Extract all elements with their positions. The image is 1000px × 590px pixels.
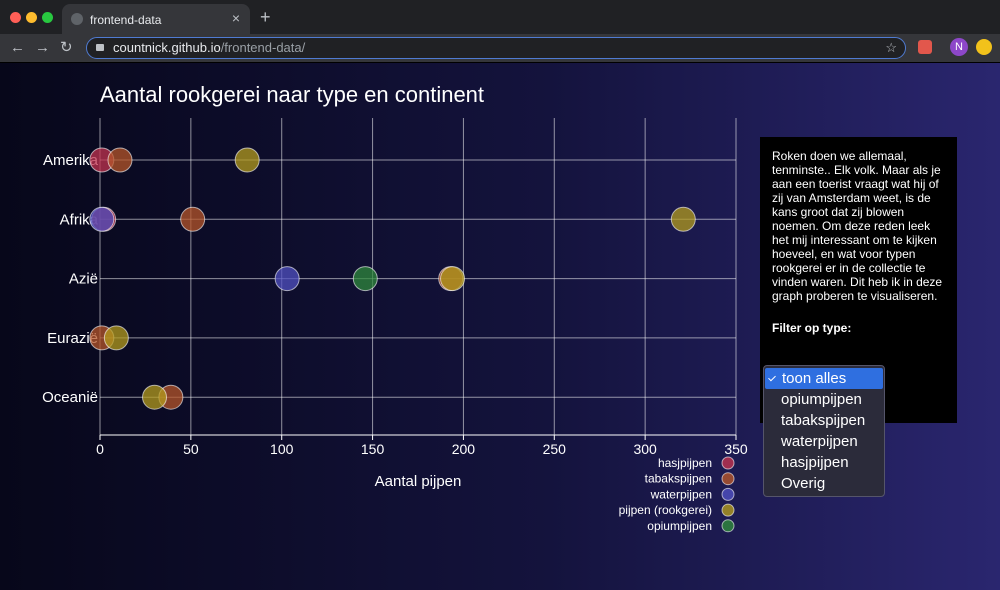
data-point [440, 266, 466, 292]
tab-icon [71, 13, 83, 25]
browser-tab[interactable]: frontend-data × [62, 4, 250, 34]
y-tick-label: Amerika [43, 152, 99, 169]
y-tick-label: Azië [69, 271, 98, 288]
data-point [274, 266, 300, 292]
legend-label: pijpen (rookgerei) [619, 503, 712, 517]
x-tick-label: 100 [270, 441, 294, 457]
minimize-window[interactable] [26, 12, 37, 23]
extension-icon[interactable] [976, 39, 992, 55]
chart: Aantal rookgerei naar type en continent … [42, 82, 748, 533]
nav-buttons[interactable]: ←→↻ [10, 39, 83, 56]
data-point [142, 384, 168, 410]
tab-close[interactable]: × [231, 10, 240, 26]
close-window[interactable] [10, 12, 21, 23]
bookmark-star[interactable]: ☆ [885, 40, 897, 55]
legend-swatch [721, 456, 735, 470]
x-tick-label: 350 [724, 441, 748, 457]
data-point [89, 206, 115, 232]
filter-label: Filter op type: [772, 321, 852, 335]
legend-label: hasjpijpen [658, 456, 712, 470]
extension-icon[interactable] [918, 40, 932, 54]
dropdown-option[interactable]: hasjpijpen [781, 454, 849, 471]
legend-label: opiumpijpen [647, 519, 712, 533]
data-point [180, 206, 206, 232]
x-tick-label: 50 [183, 441, 199, 457]
dropdown-option[interactable]: Overig [781, 475, 826, 492]
y-tick-label: Oceanië [42, 389, 98, 406]
legend-label: waterpijpen [650, 487, 712, 501]
intro-text: Roken doen we allemaal, tenminste.. Elk … [772, 149, 943, 303]
dropdown-option[interactable]: opiumpijpen [781, 391, 862, 408]
maximize-window[interactable] [42, 12, 53, 23]
data-point [352, 266, 378, 292]
data-point [103, 325, 129, 351]
dropdown-option[interactable]: toon alles [765, 368, 883, 389]
legend-label: tabakspijpen [645, 472, 712, 486]
dropdown-option[interactable]: waterpijpen [781, 433, 858, 450]
lock-icon [96, 44, 104, 51]
x-tick-label: 150 [361, 441, 385, 457]
tab-title: frontend-data [90, 13, 162, 27]
legend-swatch [721, 503, 735, 517]
dropdown-option[interactable]: tabakspijpen [781, 412, 866, 429]
x-tick-label: 300 [633, 441, 657, 457]
legend-swatch [721, 519, 735, 533]
x-axis-label: Aantal pijpen [375, 473, 462, 490]
address-bar: ←→↻ countnick.github.io/frontend-data/☆ … [0, 34, 1000, 63]
data-point [234, 147, 260, 173]
data-point [670, 206, 696, 232]
x-tick-label: 0 [96, 441, 104, 457]
url-field[interactable]: countnick.github.io/frontend-data/ ☆ [86, 37, 906, 59]
data-point [107, 147, 133, 173]
y-tick-label: Afrika [60, 211, 99, 228]
profile-avatar[interactable]: N [950, 38, 968, 56]
url-host: countnick.github.io [113, 40, 221, 55]
x-tick-label: 250 [543, 441, 567, 457]
chart-title: Aantal rookgerei naar type en continent [100, 82, 484, 107]
new-tab[interactable]: + [260, 7, 271, 27]
x-tick-label: 200 [452, 441, 476, 457]
filter-dropdown[interactable]: toon alles opiumpijpen tabakspijpen waterpi… [763, 365, 885, 497]
url-path: /frontend-data/ [220, 40, 306, 55]
legend-swatch [721, 487, 735, 501]
y-tick-label: Eurazië [47, 330, 98, 347]
tab-bar: frontend-data × + [0, 0, 1000, 34]
legend-swatch [721, 472, 735, 486]
